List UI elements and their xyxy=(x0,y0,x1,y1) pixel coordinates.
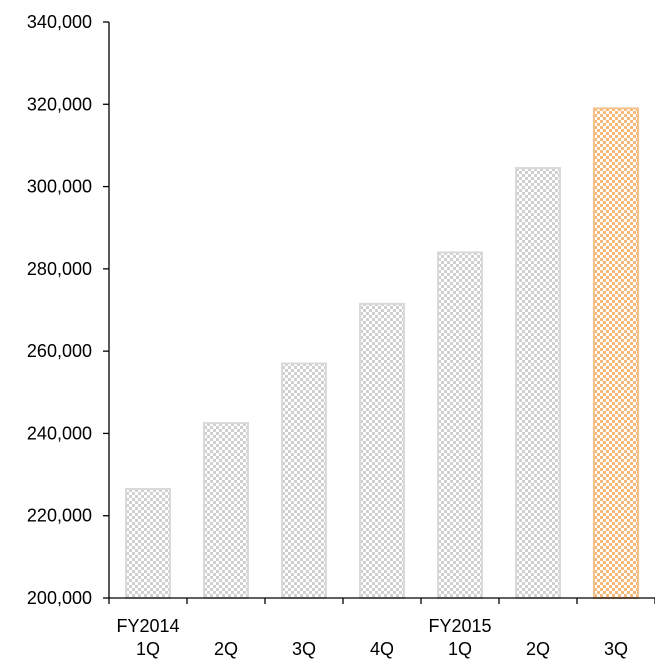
bar-5 xyxy=(437,251,483,599)
x-category-label-6: 3Q xyxy=(604,639,628,659)
bar-6 xyxy=(515,167,561,599)
bar-7 xyxy=(593,107,639,600)
bars-group xyxy=(125,107,639,600)
y-tick-label-7: 340,000 xyxy=(27,12,92,32)
x-category-label-4: 1Q xyxy=(448,639,472,659)
x-category-label-3: 4Q xyxy=(370,639,394,659)
x-category-label-2: 3Q xyxy=(292,639,316,659)
bar-4 xyxy=(359,302,405,599)
x-category-label-0: 1Q xyxy=(136,639,160,659)
x-year-label-4: FY2015 xyxy=(428,616,491,636)
x-year-label-0: FY2014 xyxy=(116,616,179,636)
bar-3 xyxy=(281,362,327,599)
bar-2 xyxy=(203,422,249,599)
y-tick-label-3: 260,000 xyxy=(27,341,92,361)
axes-group xyxy=(103,21,655,604)
x-category-label-1: 2Q xyxy=(214,639,238,659)
y-tick-label-4: 280,000 xyxy=(27,259,92,279)
y-tick-label-5: 300,000 xyxy=(27,177,92,197)
x-category-label-5: 2Q xyxy=(526,639,550,659)
y-tick-label-1: 220,000 xyxy=(27,506,92,526)
y-tick-label-0: 200,000 xyxy=(27,588,92,608)
y-tick-label-2: 240,000 xyxy=(27,423,92,443)
y-tick-label-6: 320,000 xyxy=(27,94,92,114)
bar-1 xyxy=(125,488,171,599)
labels-group: 200,000 220,000 240,000 260,000 280,000 300,0… xyxy=(27,12,628,659)
